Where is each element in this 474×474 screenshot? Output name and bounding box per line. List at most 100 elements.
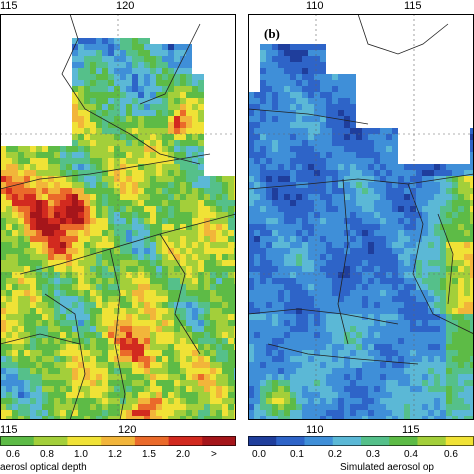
map-b-cell [446, 338, 453, 345]
map-a-cell [144, 374, 151, 381]
map-b-cell [428, 296, 435, 303]
map-b-cell [326, 194, 333, 201]
map-a-cell [228, 338, 235, 345]
map-a-cell [42, 20, 49, 27]
map-a-cell [66, 236, 73, 243]
map-a-cell [96, 272, 103, 279]
map-b-cell [356, 350, 363, 357]
map-a-cell [180, 356, 187, 363]
map-a-cell [198, 374, 205, 381]
map-a-cell [114, 122, 121, 129]
map-a-cell [186, 176, 193, 183]
map-a-cell [192, 182, 199, 189]
map-b-cell [404, 116, 411, 123]
map-a-cell [138, 230, 145, 237]
map-a-cell [30, 134, 37, 141]
map-a-cell [78, 194, 85, 201]
map-a-cell [60, 368, 67, 375]
map-b-cell [266, 356, 273, 363]
map-a-cell [6, 92, 13, 99]
map-b-cell [446, 296, 453, 303]
map-a-cell [198, 284, 205, 291]
map-a-cell [6, 26, 13, 33]
map-a-cell [102, 254, 109, 261]
map-a-cell [162, 242, 169, 249]
map-b-cell [404, 314, 411, 321]
map-a-cell [216, 14, 223, 21]
map-a-cell [168, 296, 175, 303]
map-a-cell [84, 296, 91, 303]
map-b-cell [254, 44, 261, 51]
map-a-cell [150, 74, 157, 81]
map-a-cell [66, 398, 73, 405]
map-b-cell [326, 248, 333, 255]
map-a-cell [138, 248, 145, 255]
map-a-cell [168, 272, 175, 279]
map-b-cell [254, 152, 261, 159]
map-a-cell [156, 296, 163, 303]
map-b-cell [302, 194, 309, 201]
map-b-cell [362, 230, 369, 237]
map-b-cell [260, 332, 267, 339]
map-b-cell [308, 152, 315, 159]
map-a-cell [120, 98, 127, 105]
map-a-cell [96, 122, 103, 129]
map-b-cell [308, 296, 315, 303]
map-a-cell [96, 260, 103, 267]
map-b-cell [410, 260, 417, 267]
map-a-cell [0, 326, 7, 333]
map-b-cell [248, 14, 255, 21]
map-a-cell [138, 266, 145, 273]
map-b-cell [278, 146, 285, 153]
map-a-cell [228, 14, 235, 21]
map-a-cell [162, 104, 169, 111]
map-b-cell [392, 98, 399, 105]
map-b-cell [440, 188, 447, 195]
map-b-cell [362, 236, 369, 243]
map-a-cell [54, 80, 61, 87]
map-b-cell [308, 170, 315, 177]
map-b-cell [458, 206, 465, 213]
map-b-cell [410, 356, 417, 363]
map-a-cell [30, 200, 37, 207]
map-a-cell [210, 392, 217, 399]
map-b-cell [278, 134, 285, 141]
map-b-cell [296, 290, 303, 297]
map-a-cell [186, 266, 193, 273]
map-a-cell [132, 170, 139, 177]
map-b-cell [470, 350, 474, 357]
map-b-cell [290, 20, 297, 27]
map-b-cell [266, 164, 273, 171]
map-b-cell [332, 140, 339, 147]
map-b-cell [296, 122, 303, 129]
map-b-cell [272, 170, 279, 177]
map-b-cell [452, 50, 459, 57]
map-b-cell [326, 272, 333, 279]
map-a-cell [138, 332, 145, 339]
map-b-cell [302, 104, 309, 111]
map-a-cell [186, 86, 193, 93]
map-a-cell [186, 260, 193, 267]
map-a-cell [84, 134, 91, 141]
map-b-cell [452, 278, 459, 285]
map-a-cell [210, 344, 217, 351]
map-a-cell [180, 386, 187, 393]
map-a-cell [192, 128, 199, 135]
map-a-cell [48, 134, 55, 141]
map-a-cell [48, 230, 55, 237]
map-b-cell [422, 98, 429, 105]
map-a-cell [168, 86, 175, 93]
map-b-cell [278, 14, 285, 21]
map-b-cell [416, 92, 423, 99]
map-a-cell [24, 92, 31, 99]
map-a-cell [198, 50, 205, 57]
map-a-cell [168, 416, 175, 420]
map-a-cell [216, 122, 223, 129]
map-a-cell [132, 320, 139, 327]
map-b-cell [380, 344, 387, 351]
map-b-cell [302, 158, 309, 165]
map-b-cell [308, 38, 315, 45]
map-b-cell [386, 332, 393, 339]
map-b-cell [314, 194, 321, 201]
map-a-cell [90, 260, 97, 267]
